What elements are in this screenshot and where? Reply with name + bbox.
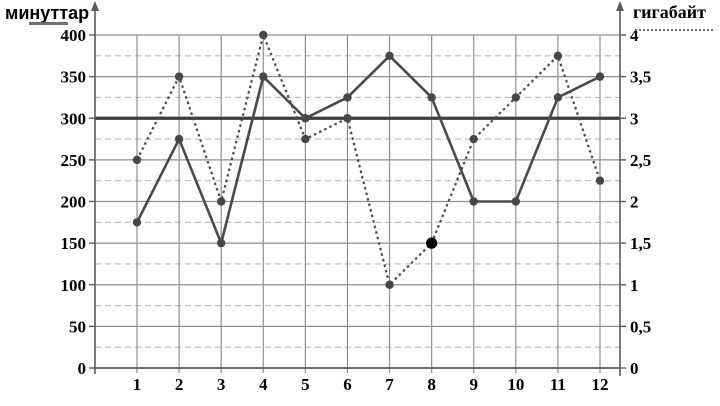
data-point [174, 134, 184, 144]
left-axis-legend-label: минуттар [5, 3, 90, 23]
left-axis-tick-label: 200 [61, 193, 87, 212]
right-axis-arrow-icon [616, 1, 624, 11]
data-point [259, 72, 268, 81]
data-point [595, 72, 605, 81]
x-axis-tick-label: 11 [550, 375, 566, 394]
series-line-solid [135, 54, 601, 245]
right-axis-tick-label: 1,5 [630, 234, 651, 253]
left-axis-tick-label: 150 [61, 234, 87, 253]
left-axis-tick-label: 50 [69, 317, 86, 336]
left-axis-tick-label: 400 [61, 26, 87, 45]
right-axis-tick-label: 1 [630, 276, 639, 295]
left-axis-tick-label: 350 [61, 68, 87, 87]
data-point [174, 72, 184, 81]
x-axis-tick-label: 7 [385, 375, 394, 394]
data-point [216, 197, 226, 206]
x-axis-tick-label: 10 [507, 375, 524, 394]
right-axis-tick-label: 2,5 [630, 151, 651, 170]
data-point [343, 114, 352, 123]
data-point [132, 155, 142, 165]
data-point [427, 93, 436, 102]
x-axis-tick-label: 12 [592, 375, 609, 394]
right-axis-tick-label: 3,5 [630, 68, 651, 87]
data-point [301, 114, 310, 123]
highlight-data-point [426, 237, 438, 249]
x-axis-tick-label: 9 [469, 375, 478, 394]
right-axis-tick-label: 2 [630, 193, 639, 212]
data-point [343, 93, 352, 102]
right-axis-tick-label: 0,5 [630, 317, 651, 336]
x-axis-tick-label: 3 [217, 375, 226, 394]
x-axis-tick-label: 5 [301, 375, 310, 394]
right-axis-legend-label: гигабайт [633, 2, 706, 22]
left-axis-tick-label: 0 [78, 359, 87, 378]
x-axis-tick-label: 2 [175, 375, 184, 394]
data-point [469, 197, 478, 206]
x-axis-tick-label: 6 [343, 375, 352, 394]
data-point [385, 280, 394, 289]
left-axis-tick-label: 250 [61, 151, 87, 170]
data-point [469, 134, 478, 144]
data-point [216, 238, 226, 248]
data-point [132, 218, 142, 227]
right-axis-tick-label: 3 [630, 109, 639, 128]
left-axis-tick-label: 100 [61, 276, 87, 295]
x-axis-tick-label: 4 [259, 375, 268, 394]
right-axis-tick-label: 4 [630, 26, 639, 45]
data-point [301, 134, 310, 144]
x-axis-tick-label: 8 [427, 375, 436, 394]
x-axis-tick-label: 1 [133, 375, 142, 394]
data-point [553, 93, 563, 102]
solid-line-legend-swatch [29, 22, 68, 25]
data-point [595, 176, 605, 185]
right-axis-tick-label: 0 [630, 359, 639, 378]
left-axis-tick-label: 300 [61, 109, 87, 128]
data-point [511, 197, 521, 206]
left-axis-arrow-icon [91, 1, 99, 11]
dotted-line-legend-swatch [635, 29, 713, 31]
data-point [511, 93, 521, 102]
data-point [259, 30, 268, 40]
data-point [385, 51, 394, 61]
data-point [553, 51, 563, 61]
